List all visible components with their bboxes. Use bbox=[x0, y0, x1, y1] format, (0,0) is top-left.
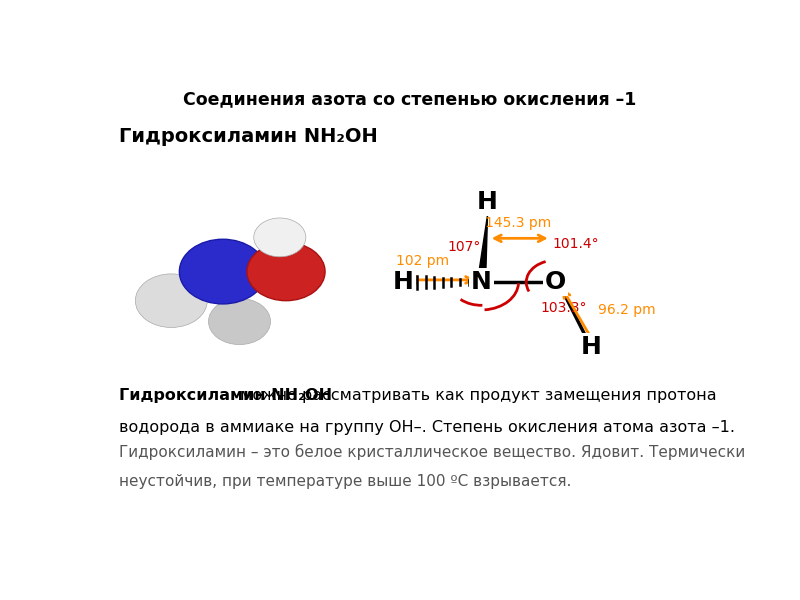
Text: Гидроксиламин NH₂OH: Гидроксиламин NH₂OH bbox=[118, 388, 332, 403]
Text: 101.4°: 101.4° bbox=[553, 237, 599, 251]
Circle shape bbox=[179, 239, 266, 304]
Text: O: O bbox=[545, 270, 566, 294]
Text: 145.3 pm: 145.3 pm bbox=[486, 216, 552, 230]
Text: водорода в аммиаке на группу OH–. Степень окисления атома азота –1.: водорода в аммиаке на группу OH–. Степен… bbox=[118, 420, 734, 435]
Text: H: H bbox=[477, 190, 498, 214]
Text: 102 pm: 102 pm bbox=[396, 254, 449, 268]
Text: 96.2 pm: 96.2 pm bbox=[598, 303, 656, 317]
Text: H: H bbox=[582, 335, 602, 359]
Text: можно рассматривать как продукт замещения протона: можно рассматривать как продукт замещени… bbox=[235, 388, 717, 403]
Text: Гидроксиламин – это белое кристаллическое вещество. Ядовит. Термически: Гидроксиламин – это белое кристаллическо… bbox=[118, 444, 745, 460]
Circle shape bbox=[209, 298, 270, 344]
Polygon shape bbox=[477, 215, 487, 285]
Circle shape bbox=[247, 242, 325, 301]
Circle shape bbox=[135, 274, 207, 328]
Text: Соединения азота со степенью окисления –1: Соединения азота со степенью окисления –… bbox=[183, 91, 637, 109]
Text: неустойчив, при температуре выше 100 ºC взрывается.: неустойчив, при температуре выше 100 ºC … bbox=[118, 474, 571, 489]
Text: 107°: 107° bbox=[447, 241, 481, 254]
Text: 103.3°: 103.3° bbox=[540, 301, 586, 314]
Text: H: H bbox=[393, 270, 414, 294]
Text: N: N bbox=[471, 270, 492, 294]
Text: Гидроксиламин NH₂OH: Гидроксиламин NH₂OH bbox=[118, 127, 378, 146]
Circle shape bbox=[254, 218, 306, 257]
